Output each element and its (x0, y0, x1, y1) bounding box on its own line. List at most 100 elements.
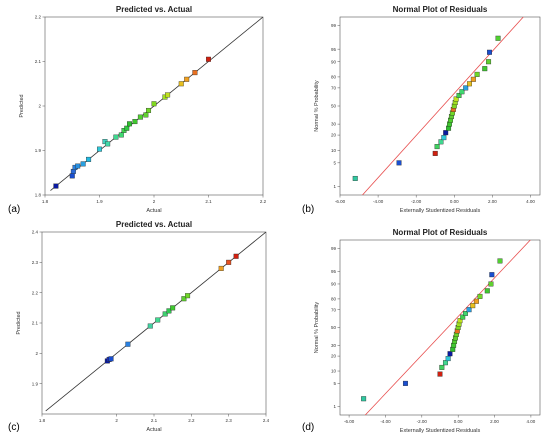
plot-frame (339, 16, 541, 196)
y-tick-label: 1.9 (35, 148, 42, 153)
data-point (146, 107, 152, 113)
x-axis-label: Actual (146, 427, 161, 433)
y-tick-label: 1 (333, 184, 336, 189)
data-point (489, 272, 495, 278)
x-axis-label: Actual (146, 208, 161, 214)
data-point (108, 356, 114, 362)
y-tick-label: 20 (331, 133, 337, 138)
x-tick-label: 1.8 (42, 199, 49, 204)
y-tick-label: 1 (333, 404, 336, 409)
y-tick-label: 99 (331, 246, 337, 251)
y-tick-label: 95 (331, 269, 337, 274)
data-point (441, 135, 447, 141)
data-point (447, 351, 453, 357)
data-point (75, 163, 81, 169)
panel-label: (c) (8, 422, 20, 433)
x-tick-label: -4.00 (380, 419, 391, 424)
y-tick-label: 70 (331, 85, 337, 90)
y-tick-label: 1.8 (35, 193, 42, 198)
x-tick-label: 0.00 (454, 419, 463, 424)
y-tick-label: 1.9 (32, 381, 39, 386)
y-tick-label: 2.4 (32, 230, 39, 235)
data-point (463, 85, 469, 91)
data-point (124, 125, 130, 131)
data-point (69, 173, 75, 179)
data-point (361, 396, 367, 402)
data-point (352, 175, 358, 181)
data-point (97, 146, 102, 152)
data-point (487, 49, 492, 55)
y-tick-label: 80 (331, 75, 337, 80)
y-tick-label: 2 (38, 104, 41, 109)
y-tick-label: 2 (35, 351, 38, 356)
data-point (467, 81, 472, 87)
x-tick-label: 2 (115, 418, 118, 423)
chart-title: Predicted vs. Actual (116, 5, 192, 14)
y-tick-label: 10 (331, 369, 337, 374)
y-tick-label: 50 (331, 325, 337, 330)
data-point (482, 66, 488, 72)
chart-panel-3: Predicted vs. Actual 1.8 2 2.1 2.2 2.3 2.4 1.9 2… (16, 220, 270, 433)
x-tick-label: 2.1 (151, 418, 158, 423)
reference-line (50, 17, 263, 191)
data-point (497, 258, 503, 264)
data-point (143, 112, 149, 118)
x-tick-label: 2.4 (263, 418, 270, 423)
y-tick-label: 2.1 (35, 59, 42, 64)
x-axis-label: Externally Studentized Residuals (400, 208, 481, 214)
data-point (442, 360, 448, 366)
y-axis-label: Predicted (19, 94, 25, 117)
x-tick-label: 1.8 (39, 418, 46, 423)
data-point (453, 96, 459, 102)
data-point (434, 144, 440, 150)
y-tick-label: 99 (331, 23, 337, 28)
data-point (125, 341, 131, 347)
x-tick-label: 2.2 (188, 418, 195, 423)
y-tick-label: 5 (333, 160, 336, 165)
y-axis-label: Predicted (16, 311, 22, 334)
data-point (462, 311, 468, 316)
data-point (162, 311, 168, 317)
x-tick-label: 2.1 (205, 199, 212, 204)
reference-line (364, 240, 531, 415)
y-tick-label: 80 (331, 297, 337, 302)
data-point (470, 303, 476, 309)
x-tick-label: 1.9 (96, 199, 103, 204)
chart-panel-4: Normal Plot of Residuals -6.00 -4.00 -2.00 0… (314, 228, 541, 434)
data-point (206, 56, 211, 62)
data-point (80, 161, 86, 167)
y-axis-label: Normal % Probability (314, 80, 320, 132)
data-point (86, 156, 92, 162)
data-point (457, 318, 463, 324)
x-tick-label: -4.00 (373, 199, 384, 204)
data-point (137, 114, 143, 120)
y-tick-label: 5 (333, 381, 336, 386)
data-point (437, 371, 443, 377)
data-point (178, 81, 184, 87)
data-point (488, 281, 494, 287)
data-point (185, 293, 191, 299)
data-point (484, 288, 490, 294)
x-tick-label: 2.3 (226, 418, 233, 423)
y-tick-label: 95 (331, 47, 337, 52)
chart-panel-2: Normal Plot of Residuals -6.00 -4.00 -2.00 0… (314, 5, 541, 214)
y-tick-label: 70 (331, 307, 337, 312)
data-point (147, 323, 153, 329)
y-tick-label: 90 (331, 59, 337, 64)
panel-label: (d) (302, 422, 314, 433)
y-tick-label: 90 (331, 282, 337, 287)
y-tick-label: 30 (331, 343, 337, 348)
data-point (170, 305, 176, 311)
data-point (486, 59, 492, 65)
x-tick-label: 2 (153, 199, 156, 204)
y-axis-label: Normal % Probability (314, 302, 320, 354)
data-point (438, 139, 444, 145)
data-point (113, 134, 119, 140)
data-point (466, 307, 472, 313)
data-point (155, 317, 161, 323)
reference-line (361, 17, 524, 195)
data-point (473, 298, 479, 304)
x-tick-label: -6.00 (335, 199, 346, 204)
x-axis-label: Externally Studentized Residuals (400, 428, 481, 434)
